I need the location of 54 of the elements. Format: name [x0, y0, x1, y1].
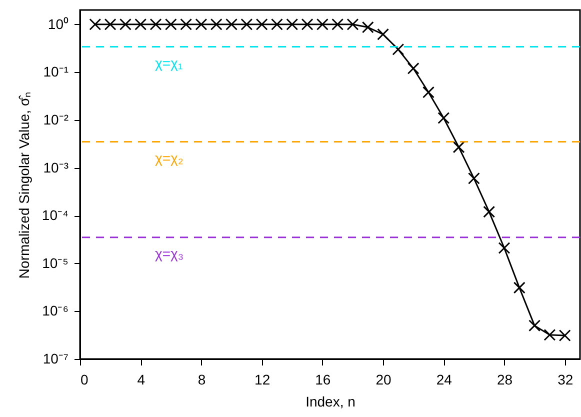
point — [528, 320, 541, 332]
point — [195, 18, 208, 30]
point — [256, 18, 268, 30]
y-tick-label: 10⁻⁷ — [42, 350, 68, 366]
point — [89, 18, 102, 30]
x-tick-label: 4 — [137, 372, 146, 388]
point — [438, 112, 450, 124]
point — [270, 18, 283, 30]
y-tick-label: 10⁻⁵ — [42, 254, 68, 271]
point — [558, 330, 571, 342]
point — [346, 18, 359, 30]
y-tick-label: 10⁻⁴ — [42, 207, 68, 224]
ref-line-label: χ=χ₂ — [155, 150, 184, 166]
y-tick-label: 10⁻¹ — [43, 64, 69, 80]
point — [452, 141, 465, 154]
y-tick-label: 10⁻³ — [43, 159, 69, 176]
point — [407, 62, 420, 74]
point — [104, 18, 116, 30]
point — [483, 206, 496, 218]
point — [286, 18, 298, 30]
point — [119, 18, 132, 30]
point — [301, 18, 314, 30]
x-tick-label: 12 — [254, 372, 270, 388]
x-tick-label: 0 — [80, 372, 88, 388]
y-tick-label: 10⁰ — [48, 16, 68, 32]
point — [226, 18, 238, 30]
point — [498, 242, 510, 254]
point — [362, 21, 374, 34]
x-tick-label: 32 — [558, 372, 574, 388]
y-tick-label: 10⁻⁶ — [42, 302, 68, 319]
point — [240, 18, 253, 30]
point — [422, 86, 434, 98]
point — [134, 18, 147, 30]
point — [377, 28, 390, 40]
point — [544, 328, 556, 341]
x-axis-title: Index, n — [306, 394, 356, 410]
point — [210, 18, 222, 30]
point — [316, 18, 328, 30]
x-tick-label: 8 — [198, 372, 206, 388]
ref-line-label: χ=χ₁ — [155, 54, 183, 71]
y-tick-label: 10⁻² — [43, 111, 69, 128]
point — [164, 18, 177, 30]
ref-line-label: χ=χ₃ — [155, 245, 184, 262]
x-tick-label: 28 — [496, 372, 513, 388]
x-tick-label: 16 — [315, 372, 331, 388]
point — [180, 18, 192, 30]
x-tick-label: 24 — [436, 372, 452, 388]
point — [392, 43, 404, 56]
point — [150, 18, 162, 30]
y-axis-title: Normalized Singolar Value, σ̂ₙ — [16, 91, 32, 279]
point — [513, 282, 526, 294]
point — [332, 18, 344, 30]
point — [468, 172, 480, 184]
x-tick-label: 20 — [376, 372, 392, 388]
